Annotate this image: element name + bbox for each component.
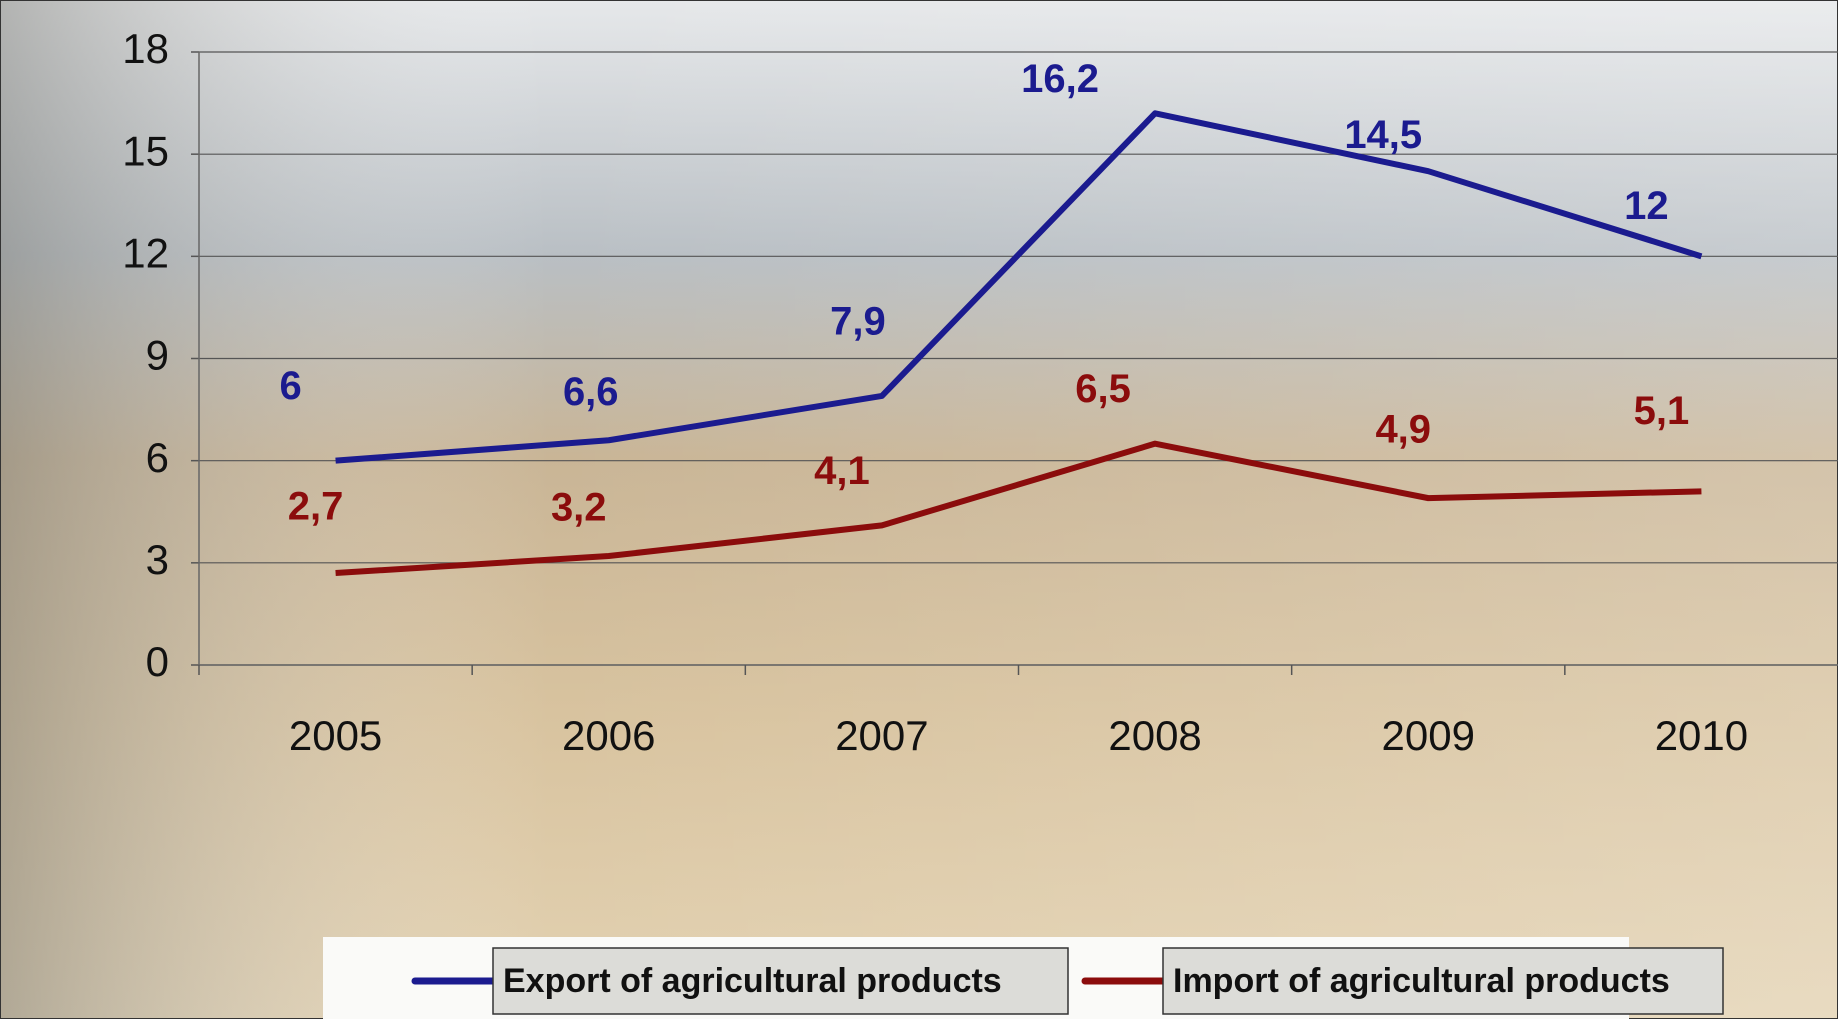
y-tick-label: 15 [122,127,169,174]
y-tick-label: 0 [146,638,169,685]
legend-label: Export of agricultural products [503,962,1002,1000]
x-tick-label: 2008 [1108,712,1201,759]
data-label: 14,5 [1344,113,1422,157]
y-tick-label: 3 [146,536,169,583]
x-tick-label: 2005 [289,712,382,759]
series-line [335,440,1702,577]
y-tick-label: 9 [146,332,169,379]
data-label: 16,2 [1021,57,1099,101]
x-tick-label: 2009 [1382,712,1475,759]
data-label: 6,6 [563,370,619,414]
legend-item-box [492,947,1069,1015]
y-tick-label: 12 [122,229,169,276]
data-label: 6 [279,364,301,408]
legend-item-box [1162,947,1724,1015]
data-label: 3,2 [551,486,607,530]
data-label: 6,5 [1075,367,1131,411]
x-tick-label: 2007 [835,712,928,759]
data-label: 12 [1624,184,1669,228]
x-tick-label: 2010 [1655,712,1748,759]
y-tick-label: 6 [146,434,169,481]
series-line [335,110,1703,464]
x-tick-label: 2006 [562,712,655,759]
y-tick-label: 18 [122,25,169,72]
data-label: 7,9 [830,300,886,344]
data-label: 2,7 [288,485,344,529]
data-label: 4,9 [1375,408,1431,452]
data-label: 5,1 [1634,389,1690,433]
legend-label: Import of agricultural products [1173,962,1670,1000]
data-label: 4,1 [814,449,870,493]
